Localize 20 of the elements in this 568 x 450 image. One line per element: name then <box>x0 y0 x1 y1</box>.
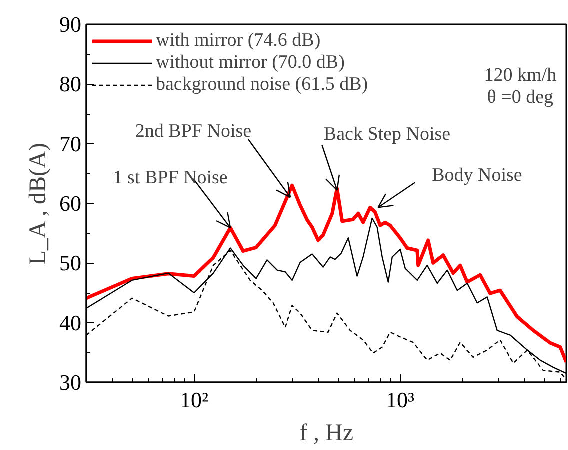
legend-label: background noise (61.5 dB) <box>156 74 368 96</box>
y-axis-title: L_A , dB(A) <box>26 143 52 266</box>
x-tick-label: 10³ <box>386 388 416 412</box>
y-tick-label: 50 <box>60 250 82 276</box>
annotation: 1 st BPF Noise <box>113 167 228 188</box>
y-tick-label: 40 <box>60 310 82 336</box>
annotation: 120 km/h <box>484 64 558 86</box>
y-tick-label: 90 <box>60 12 82 37</box>
annotation: Body Noise <box>432 165 522 186</box>
y-tick-label: 70 <box>60 131 82 156</box>
y-tick-label: 30 <box>60 370 82 395</box>
annotation: Back Step Noise <box>324 124 451 145</box>
annotation: 2nd BPF Noise <box>135 121 252 142</box>
y-tick-label: 60 <box>60 191 82 216</box>
x-tick-label: 10² <box>180 388 209 412</box>
y-tick-label: 80 <box>60 72 82 97</box>
legend-label: with mirror (74.6 dB) <box>156 30 321 52</box>
legend-label: without mirror (70.0 dB) <box>156 52 345 74</box>
annotation: θ =0 deg <box>487 87 554 108</box>
x-axis-title: f , Hz <box>300 420 354 446</box>
